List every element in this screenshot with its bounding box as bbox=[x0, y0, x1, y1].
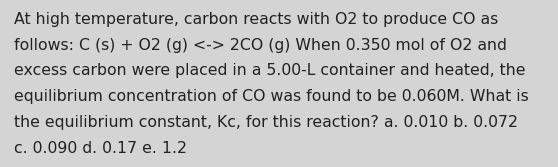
Text: excess carbon were placed in a 5.00-L container and heated, the: excess carbon were placed in a 5.00-L co… bbox=[14, 63, 526, 78]
Text: equilibrium concentration of CO was found to be 0.060M. What is: equilibrium concentration of CO was foun… bbox=[14, 89, 528, 104]
Text: c. 0.090 d. 0.17 e. 1.2: c. 0.090 d. 0.17 e. 1.2 bbox=[14, 141, 187, 156]
Text: the equilibrium constant, Kc, for this reaction? a. 0.010 b. 0.072: the equilibrium constant, Kc, for this r… bbox=[14, 115, 518, 130]
Text: follows: C (s) + O2 (g) <-> 2CO (g) When 0.350 mol of O2 and: follows: C (s) + O2 (g) <-> 2CO (g) When… bbox=[14, 38, 507, 53]
Text: At high temperature, carbon reacts with O2 to produce CO as: At high temperature, carbon reacts with … bbox=[14, 12, 498, 27]
